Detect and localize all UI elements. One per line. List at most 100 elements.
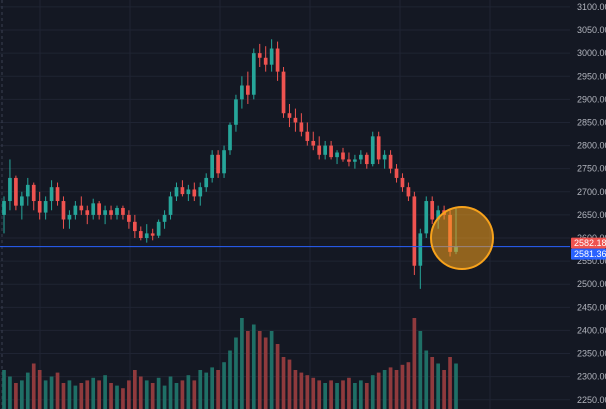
candle-body (91, 203, 96, 215)
candle-body (216, 154, 220, 174)
volume-bar (293, 370, 298, 409)
volume-bar (31, 363, 36, 409)
candle-body (144, 233, 149, 239)
candle-body (97, 203, 102, 215)
volume-bar (406, 362, 411, 409)
volume-bar (174, 383, 179, 409)
candle-body (222, 150, 226, 174)
volume-bar (97, 380, 102, 409)
volume-bar (430, 357, 435, 409)
volume-bar (353, 383, 357, 409)
volume-bar (311, 377, 316, 409)
candle-body (323, 145, 328, 155)
candle-body (127, 214, 131, 222)
volume-bar (263, 337, 268, 409)
candle-body (400, 177, 405, 188)
volume-bar (317, 380, 322, 409)
candle-body (305, 131, 310, 141)
volume-bar (61, 383, 66, 409)
volume-bar (442, 370, 446, 409)
candle-body (31, 184, 36, 202)
candle-body (228, 124, 232, 151)
volume-bar (204, 372, 209, 409)
candle-body (61, 201, 66, 220)
volume-bar (245, 331, 250, 409)
volume-bar (347, 377, 351, 409)
volume-bar (323, 383, 328, 409)
candle-body (370, 136, 375, 165)
volume-bar (180, 380, 185, 409)
candle-body (275, 48, 280, 72)
volume-bar (103, 375, 107, 409)
volume-bar (257, 331, 262, 409)
volume-bar (162, 385, 167, 409)
candle-body (156, 221, 161, 236)
candle-body (19, 196, 24, 206)
volume-bar (275, 344, 280, 409)
candle-body (376, 136, 381, 160)
candle-body (263, 57, 268, 65)
candle-body (430, 201, 435, 220)
y-tick-label: 2450.00 (577, 302, 606, 312)
candle-body (347, 159, 351, 162)
candle-body (168, 196, 173, 215)
candle-body (162, 214, 167, 222)
y-tick-label: 2750.00 (577, 164, 606, 174)
price-badge-label: 2582.18 (574, 238, 606, 248)
price-badge (571, 237, 606, 249)
candle-body (138, 231, 143, 239)
y-tick-label: 2700.00 (577, 187, 606, 197)
candle-body (257, 53, 262, 58)
volume-bar (341, 380, 345, 409)
volume-bar (400, 364, 405, 409)
volume-bar (109, 383, 113, 409)
volume-bar (240, 318, 244, 409)
volume-bar (299, 372, 304, 409)
y-tick-label: 2850.00 (577, 117, 606, 127)
volume-bar (448, 357, 452, 409)
volume-bar (370, 375, 375, 409)
price-axis[interactable]: 3100.00 3050.00 3000.00 2950.00 2900.00 2850.… (577, 2, 606, 405)
candle-body (204, 177, 209, 188)
y-tick-label: 2300.00 (577, 372, 606, 382)
volume-bar (14, 383, 18, 409)
volume-bar (412, 318, 417, 409)
candle-body (85, 210, 90, 215)
volume-bar (198, 370, 203, 409)
volume-bar (156, 377, 161, 409)
volume-bars (2, 318, 458, 409)
candle-body (14, 177, 18, 206)
candle-body (103, 210, 107, 215)
highlight-marker (430, 206, 494, 271)
volume-bar (144, 380, 149, 409)
candle-body (43, 201, 48, 213)
volume-bar (121, 388, 125, 409)
candle-body (37, 201, 42, 213)
volume-bar (37, 370, 42, 409)
candle-body (73, 205, 78, 215)
volume-bar (269, 331, 274, 409)
volume-bar (388, 367, 393, 409)
highlight-circle (430, 206, 494, 271)
volume-bar (216, 370, 220, 409)
volume-bar (132, 370, 137, 409)
volume-bar (376, 372, 381, 409)
candle-body (353, 159, 357, 162)
candle-body (150, 233, 155, 236)
candle-body (394, 168, 399, 178)
volume-bar (49, 376, 54, 409)
volume-bar (67, 380, 72, 409)
y-tick-label: 2650.00 (577, 210, 606, 220)
candle-body (287, 113, 292, 118)
candle-body (293, 117, 298, 123)
candle-body (67, 214, 72, 220)
candle-body (234, 99, 238, 125)
volume-bar (8, 376, 12, 409)
volume-bar (150, 383, 155, 409)
candle-body (174, 187, 179, 197)
candle-body (382, 154, 387, 160)
candle-body (198, 187, 203, 197)
